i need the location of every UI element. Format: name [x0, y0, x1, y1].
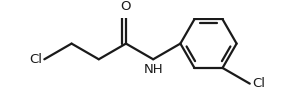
Text: O: O	[121, 0, 131, 13]
Text: Cl: Cl	[252, 77, 265, 90]
Text: NH: NH	[143, 63, 163, 76]
Text: Cl: Cl	[29, 53, 42, 66]
